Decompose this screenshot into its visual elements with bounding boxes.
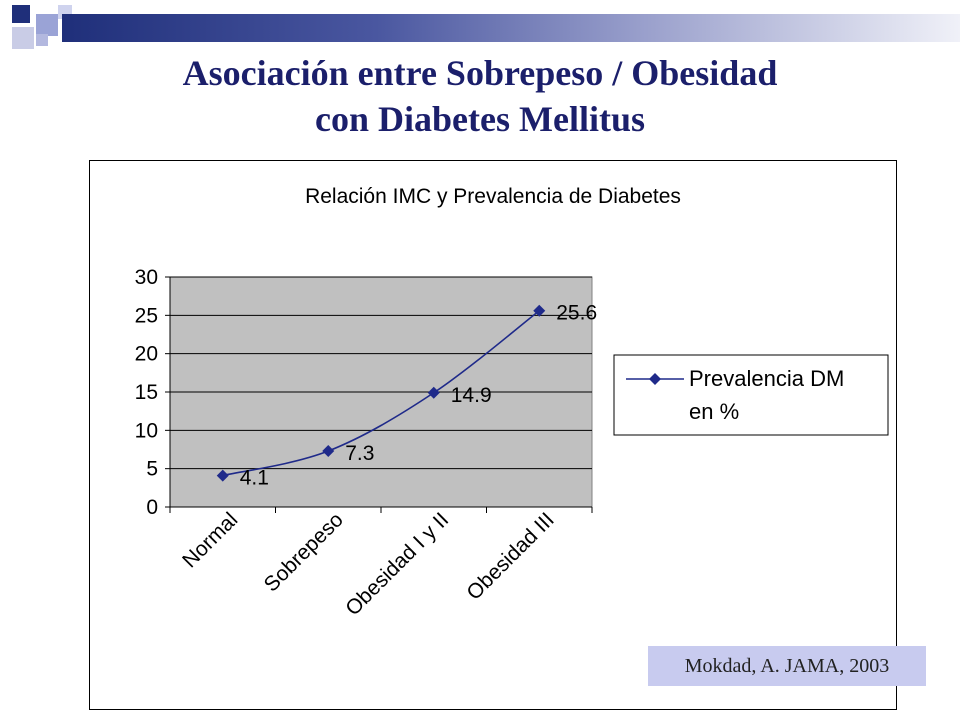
decor-square: [36, 14, 58, 36]
y-tick-label: 25: [135, 304, 158, 327]
x-tick-label: Obesidad I y II: [341, 508, 453, 620]
chart-frame: Relación IMC y Prevalencia de Diabetes 0 5…: [89, 160, 897, 710]
slide-title-line-1: Asociación entre Sobrepeso / Obesidad: [60, 50, 900, 96]
chart-title: Relación IMC y Prevalencia de Diabetes: [305, 185, 681, 208]
data-label: 14.9: [451, 384, 492, 407]
data-label: 25.6: [556, 302, 597, 325]
citation-box: Mokdad, A. JAMA, 2003: [648, 646, 926, 686]
y-tick-label: 0: [146, 496, 158, 519]
line-chart: Relación IMC y Prevalencia de Diabetes 0 5…: [90, 161, 896, 709]
x-tick-label: Normal: [178, 508, 242, 572]
legend-label: en %: [689, 399, 739, 424]
decor-square: [12, 27, 34, 49]
y-tick-label: 20: [135, 343, 158, 366]
data-label: 4.1: [240, 467, 269, 490]
x-tick-label: Obesidad III: [462, 508, 558, 604]
y-tick-label: 10: [135, 419, 158, 442]
header-gradient-bar: [62, 14, 960, 42]
y-tick-label: 30: [135, 266, 158, 289]
decor-square: [36, 34, 48, 46]
slide-title-line-2: con Diabetes Mellitus: [60, 96, 900, 142]
legend-label: Prevalencia DM: [689, 366, 844, 391]
decor-square: [12, 5, 30, 23]
y-tick-label: 5: [146, 458, 158, 481]
legend: Prevalencia DM en %: [614, 355, 888, 435]
slide-title: Asociación entre Sobrepeso / Obesidad co…: [60, 50, 900, 142]
data-label: 7.3: [345, 442, 374, 465]
y-tick-label: 15: [135, 381, 158, 404]
x-tick-label: Sobrepeso: [260, 508, 348, 596]
